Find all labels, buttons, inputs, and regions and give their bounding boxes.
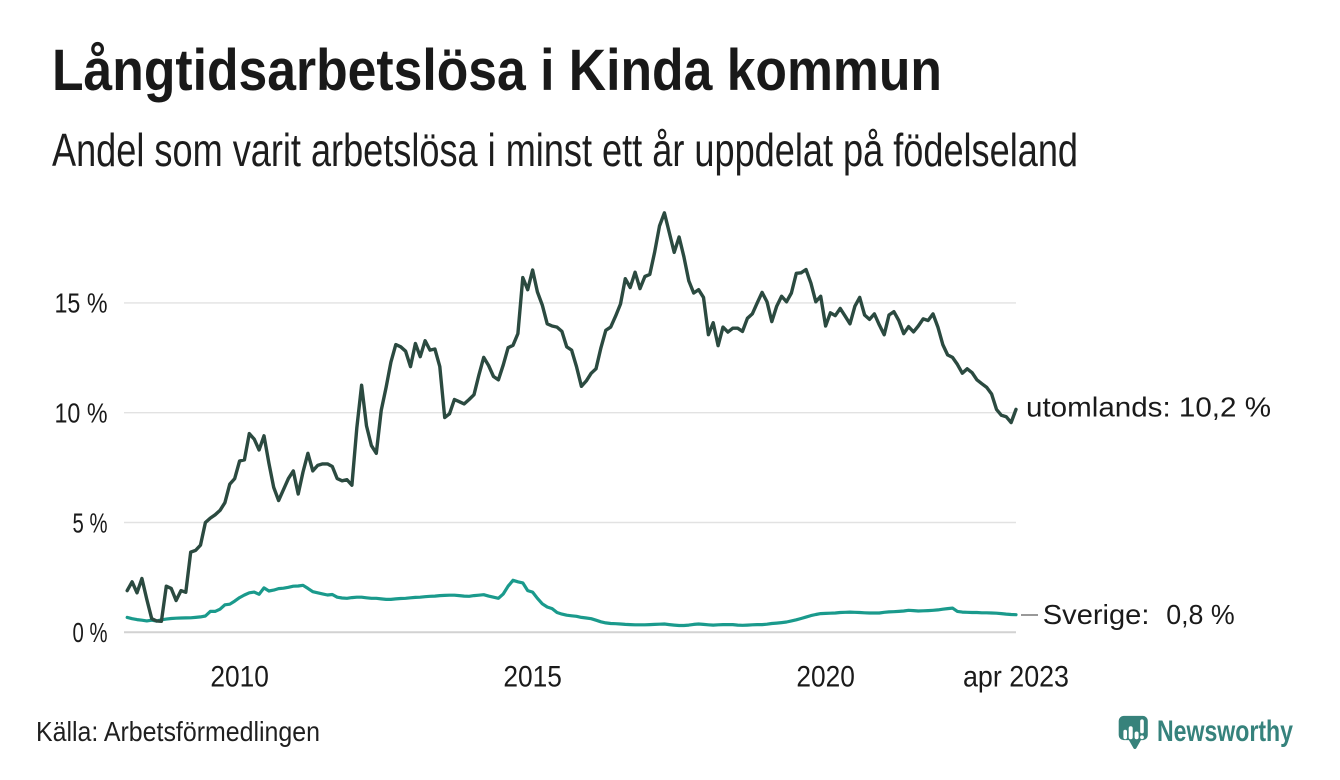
svg-text:2010: 2010 <box>210 661 269 694</box>
svg-text:15 %: 15 % <box>55 288 108 319</box>
svg-text:0,8 %: 0,8 % <box>1166 599 1235 630</box>
svg-text:0 %: 0 % <box>73 617 108 648</box>
svg-text:Andel som varit arbetslösa i m: Andel som varit arbetslösa i minst ett å… <box>52 124 1078 176</box>
svg-text:Källa: Arbetsförmedlingen: Källa: Arbetsförmedlingen <box>36 716 320 747</box>
svg-text:apr 2023: apr 2023 <box>963 661 1069 694</box>
svg-text:2015: 2015 <box>503 661 562 694</box>
svg-text:Långtidsarbetslösa i Kinda kom: Långtidsarbetslösa i Kinda kommun <box>52 38 942 103</box>
svg-text:10 %: 10 % <box>55 398 108 429</box>
svg-text:Sverige:: Sverige: <box>1043 599 1150 630</box>
svg-text:5 %: 5 % <box>73 507 108 538</box>
svg-text:2020: 2020 <box>796 661 855 694</box>
svg-text:Newsworthy: Newsworthy <box>1157 715 1293 748</box>
svg-text:utomlands: 10,2 %: utomlands: 10,2 % <box>1026 392 1271 423</box>
